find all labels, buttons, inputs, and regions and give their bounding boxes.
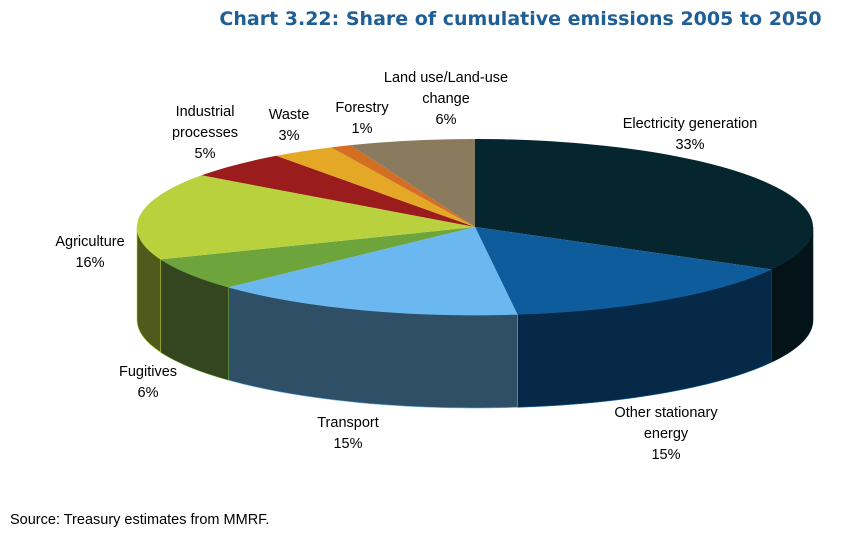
slice-value: 3%	[278, 128, 300, 144]
slice-industrial-processes	[201, 155, 476, 227]
label-industrial-processes: Industrial processes 5%	[172, 102, 238, 165]
slice-value: 15%	[333, 436, 363, 452]
slice-transport	[228, 227, 518, 315]
slice-value: 15%	[651, 447, 681, 463]
slice-name: Land use/Land-use	[383, 70, 509, 86]
label-waste: Waste 3%	[269, 105, 310, 147]
label-fugitives: Fugitives 6%	[119, 362, 177, 404]
slice-land-use-land-use-change	[350, 139, 475, 227]
slice-waste	[276, 147, 475, 227]
slice-name: energy	[643, 426, 689, 442]
slice-agriculture	[137, 175, 475, 260]
slice-name: Other stationary	[614, 405, 718, 421]
slice-electricity-generation	[475, 139, 813, 270]
slice-name: Electricity generation	[622, 116, 758, 132]
slice-name: Fugitives	[118, 364, 178, 380]
slice-name: processes	[171, 125, 239, 141]
label-transport: Transport 15%	[317, 413, 379, 455]
slice-name: Agriculture	[55, 234, 125, 250]
slice-name: Industrial	[175, 104, 235, 120]
source-note: Source: Treasury estimates from MMRF.	[10, 512, 270, 528]
slice-value: 5%	[194, 146, 216, 162]
slice-value: 16%	[75, 255, 105, 271]
slice-name: Waste	[268, 107, 310, 123]
slice-name: change	[422, 91, 470, 107]
label-electricity-generation: Electricity generation 33%	[623, 114, 758, 156]
slice-name: Transport	[317, 415, 379, 431]
label-forestry: Forestry 1%	[335, 98, 388, 140]
slice-value: 1%	[351, 121, 373, 137]
slice-name: Forestry	[335, 100, 389, 116]
slice-value: 33%	[675, 137, 705, 153]
slice-other-stationary-energy	[475, 227, 772, 315]
slice-value: 6%	[137, 385, 159, 401]
slice-forestry	[331, 145, 475, 227]
label-agriculture: Agriculture 16%	[55, 232, 124, 274]
slice-value: 6%	[435, 112, 457, 128]
chart-title: Chart 3.22: Share of cumulative emission…	[219, 8, 822, 30]
label-other-stationary-energy: Other stationary energy 15%	[614, 403, 717, 466]
slice-fugitives	[160, 227, 476, 288]
label-land-use-change: Land use/Land-use change 6%	[384, 68, 508, 131]
